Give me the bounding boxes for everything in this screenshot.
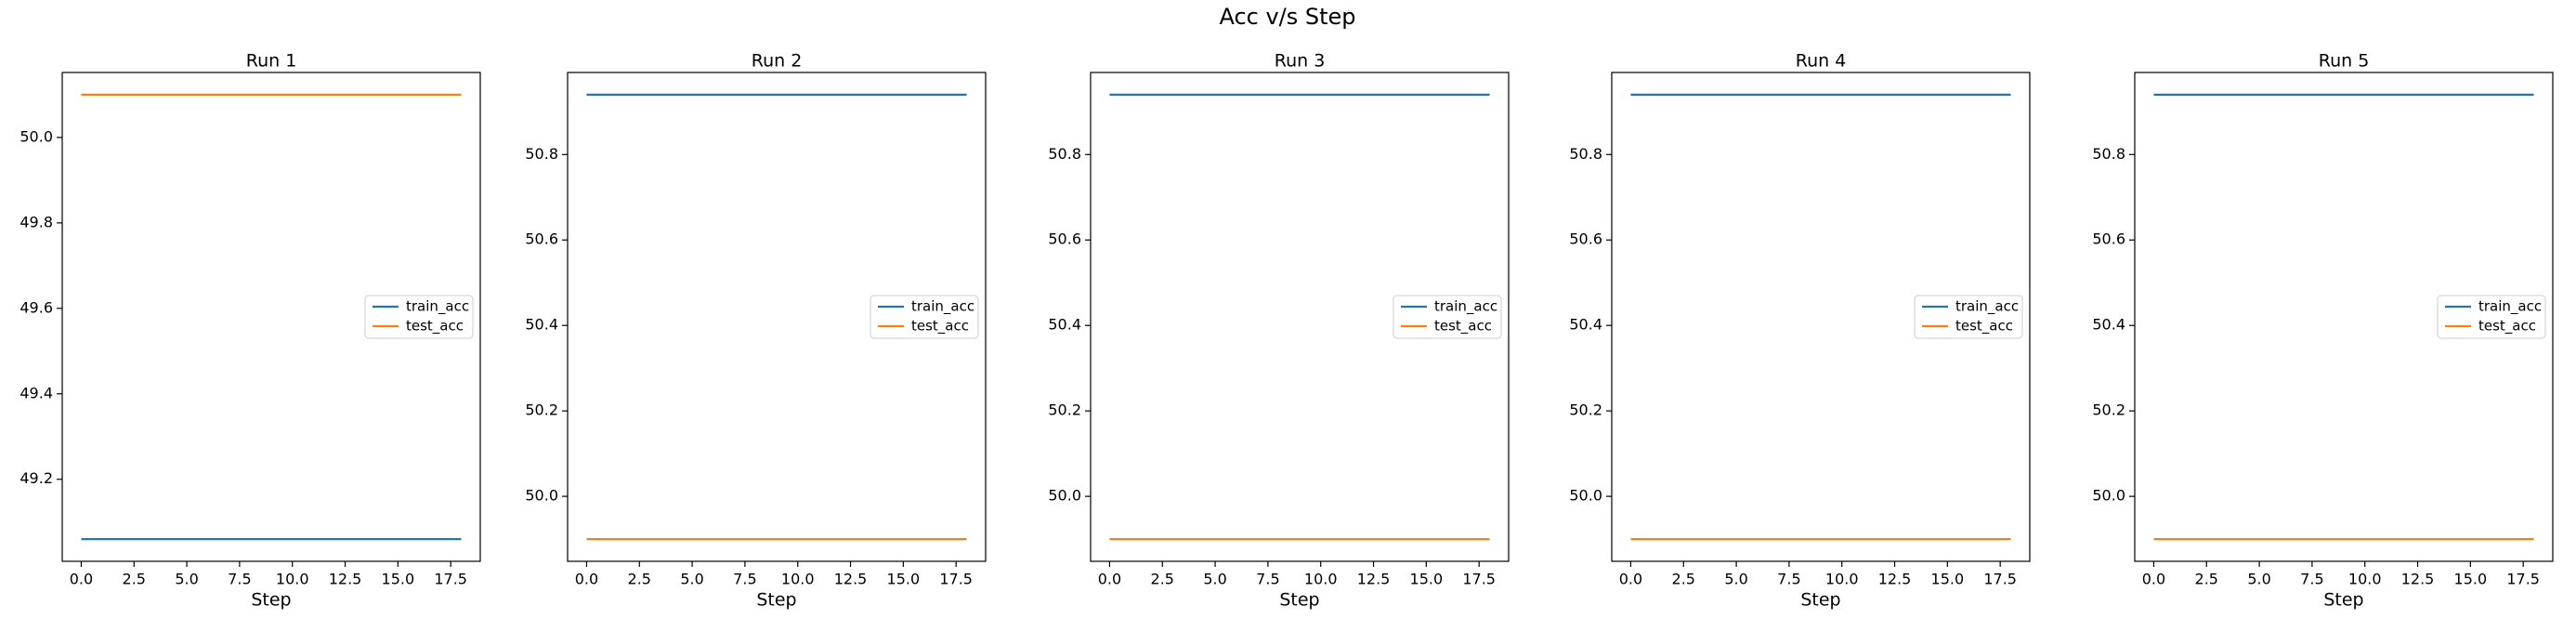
legend-label: test_acc (1955, 318, 2013, 335)
legend-label: test_acc (1434, 318, 1492, 335)
legend-label: train_acc (1434, 298, 1497, 316)
x-tick-label: 10.0 (2348, 571, 2382, 588)
x-tick-label: 5.0 (175, 571, 198, 588)
x-tick-label: 15.0 (1931, 571, 1965, 588)
y-tick-label: 50.6 (525, 230, 558, 248)
y-tick-label: 49.4 (20, 384, 53, 401)
y-tick-label: 50.8 (525, 145, 558, 163)
x-tick-label: 7.5 (1256, 571, 1279, 588)
legend-label: test_acc (911, 318, 969, 335)
x-tick-label: 7.5 (1777, 571, 1800, 588)
y-tick-label: 50.6 (2092, 230, 2125, 248)
x-tick-label: 12.5 (329, 571, 362, 588)
x-tick-label: 2.5 (123, 571, 146, 588)
x-tick-label: 17.5 (939, 571, 973, 588)
legend-label: train_acc (406, 298, 469, 316)
x-tick-label: 12.5 (1357, 571, 1391, 588)
x-axis-label: Step (2323, 590, 2363, 611)
x-tick-label: 2.5 (628, 571, 651, 588)
y-tick-label: 50.0 (525, 487, 558, 505)
y-tick-label: 50.4 (525, 316, 558, 334)
y-tick-label: 50.8 (2092, 145, 2125, 163)
x-tick-label: 12.5 (834, 571, 868, 588)
legend-label: test_acc (2478, 318, 2536, 335)
y-tick-label: 50.6 (1569, 230, 1602, 248)
y-tick-label: 50.0 (1048, 487, 1081, 505)
y-tick-label: 50.4 (1569, 316, 1602, 334)
legend-label: train_acc (1955, 298, 2019, 316)
x-tick-label: 0.0 (1619, 571, 1642, 588)
x-axis-label: Step (1800, 590, 1840, 611)
subplot-title: Run 3 (1275, 51, 1326, 72)
x-tick-label: 12.5 (2401, 571, 2435, 588)
y-tick-label: 50.8 (1048, 145, 1081, 163)
x-tick-label: 10.0 (1825, 571, 1859, 588)
x-tick-label: 10.0 (276, 571, 309, 588)
y-tick-label: 50.2 (2092, 401, 2125, 419)
y-tick-label: 50.0 (1569, 487, 1602, 505)
plot-frame (1611, 72, 2031, 562)
subplot-title: Run 1 (246, 51, 297, 72)
y-tick-label: 50.2 (1048, 401, 1081, 419)
x-tick-label: 7.5 (228, 571, 251, 588)
x-tick-label: 17.5 (434, 571, 467, 588)
x-tick-label: 0.0 (1098, 571, 1121, 588)
x-tick-label: 0.0 (70, 571, 93, 588)
x-tick-label: 5.0 (2247, 571, 2270, 588)
x-tick-label: 7.5 (733, 571, 756, 588)
x-tick-label: 7.5 (2300, 571, 2323, 588)
x-tick-label: 17.5 (2506, 571, 2540, 588)
figure-title: Acc v/s Step (1219, 4, 1355, 30)
plot-frame (61, 72, 481, 562)
plot-frame (567, 72, 987, 562)
x-tick-label: 15.0 (382, 571, 415, 588)
x-tick-label: 0.0 (575, 571, 598, 588)
y-tick-label: 50.4 (1048, 316, 1081, 334)
x-tick-label: 10.0 (1304, 571, 1338, 588)
x-tick-label: 17.5 (1462, 571, 1496, 588)
x-tick-label: 0.0 (2142, 571, 2165, 588)
y-tick-label: 50.2 (525, 401, 558, 419)
y-tick-label: 49.8 (20, 213, 53, 230)
x-tick-label: 5.0 (1203, 571, 1226, 588)
y-tick-label: 50.6 (1048, 230, 1081, 248)
plot-frame (1090, 72, 1510, 562)
x-tick-label: 15.0 (887, 571, 921, 588)
x-tick-label: 17.5 (1983, 571, 2017, 588)
subplot-title: Run 5 (2319, 51, 2370, 72)
x-tick-label: 12.5 (1878, 571, 1912, 588)
legend-label: test_acc (406, 318, 464, 335)
y-tick-label: 50.0 (2092, 487, 2125, 505)
x-tick-label: 2.5 (1151, 571, 1174, 588)
x-tick-label: 2.5 (1672, 571, 1695, 588)
x-axis-label: Step (756, 590, 796, 611)
plot-frame (2134, 72, 2554, 562)
x-axis-label: Step (1279, 590, 1319, 611)
x-tick-label: 10.0 (781, 571, 815, 588)
legend-label: train_acc (2478, 298, 2542, 316)
y-tick-label: 50.2 (1569, 401, 1602, 419)
legend-label: train_acc (911, 298, 974, 316)
y-tick-label: 50.0 (20, 127, 53, 145)
y-tick-label: 50.8 (1569, 145, 1602, 163)
y-tick-label: 50.4 (2092, 316, 2125, 334)
subplot-title: Run 4 (1796, 51, 1847, 72)
x-tick-label: 5.0 (680, 571, 703, 588)
x-axis-label: Step (251, 590, 291, 611)
subplot-title: Run 2 (752, 51, 803, 72)
x-tick-label: 15.0 (2454, 571, 2488, 588)
x-tick-label: 15.0 (1410, 571, 1444, 588)
y-tick-label: 49.2 (20, 469, 53, 487)
y-tick-label: 49.6 (20, 298, 53, 316)
x-tick-label: 5.0 (1724, 571, 1747, 588)
x-tick-label: 2.5 (2195, 571, 2218, 588)
